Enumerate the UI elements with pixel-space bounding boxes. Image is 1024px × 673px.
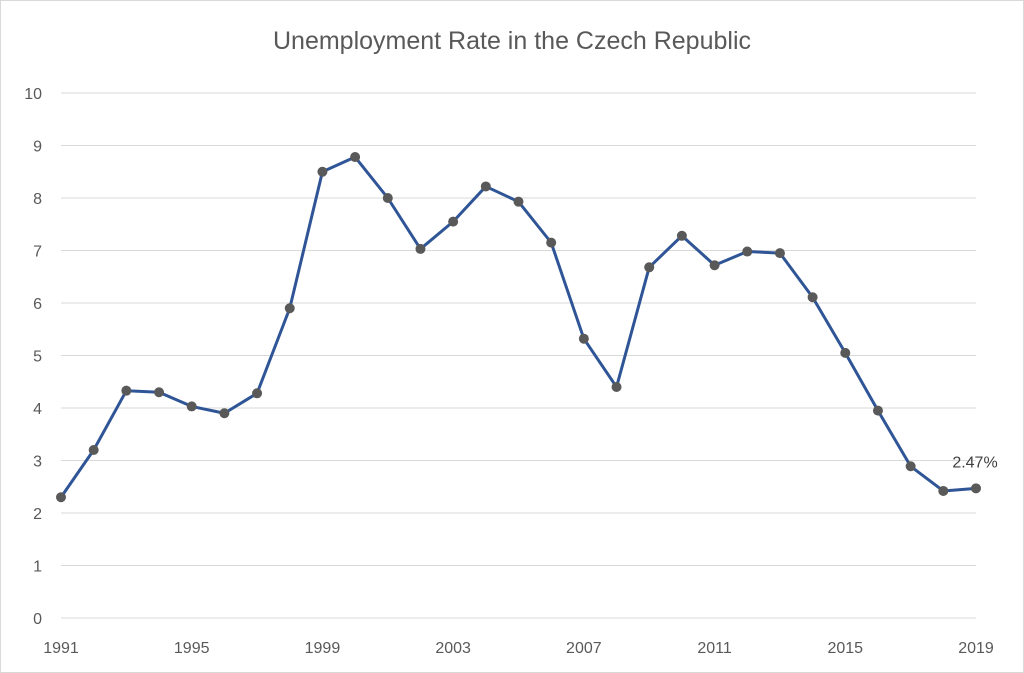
y-tick-label: 10 (24, 86, 42, 103)
data-point (88, 445, 99, 455)
data-point (317, 166, 328, 177)
y-tick-label: 3 (33, 454, 42, 471)
chart-title: Unemployment Rate in the Czech Republic (272, 27, 751, 55)
data-point (611, 382, 622, 392)
y-tick-label: 9 (33, 139, 42, 156)
y-axis-tick-labels: 0 1 2 3 4 5 6 7 8 9 10 (24, 86, 42, 628)
data-point (448, 216, 459, 227)
x-tick-label: 2019 (958, 640, 994, 657)
data-point (676, 230, 687, 241)
data-point (219, 408, 230, 419)
data-point (905, 461, 916, 472)
series-layer (56, 152, 981, 503)
x-tick-label: 2007 (566, 640, 602, 657)
y-tick-label: 4 (33, 401, 42, 418)
data-point (578, 333, 589, 344)
data-point (154, 387, 165, 398)
data-point (284, 303, 295, 314)
gridlines (61, 92, 976, 619)
data-point (807, 292, 818, 303)
data-point (971, 483, 981, 494)
data-point (480, 181, 491, 192)
data-point (252, 388, 263, 399)
y-tick-label: 2 (33, 506, 42, 523)
y-tick-label: 6 (33, 296, 42, 313)
x-tick-label: 2015 (827, 640, 863, 657)
x-tick-label: 1999 (305, 640, 341, 657)
data-point (644, 262, 655, 273)
data-point (382, 193, 393, 203)
series-line (59, 155, 977, 499)
y-tick-label: 1 (33, 559, 42, 576)
data-point (513, 196, 524, 207)
x-axis-tick-labels: 1991 1995 1999 2003 2007 2011 2015 2019 (43, 640, 994, 657)
y-tick-label: 8 (33, 191, 42, 208)
data-point (742, 246, 753, 257)
data-point (709, 260, 720, 271)
data-point (121, 385, 132, 396)
data-label-2019: 2.47% (952, 454, 997, 471)
data-point (774, 248, 785, 259)
data-point (415, 243, 426, 254)
data-point (938, 485, 949, 496)
y-tick-label: 0 (33, 611, 42, 628)
data-point (840, 347, 851, 358)
y-tick-label: 5 (33, 349, 42, 366)
y-tick-label: 7 (33, 244, 42, 261)
annotations: 2.47% (952, 454, 997, 471)
data-point (56, 492, 66, 503)
x-tick-label: 1995 (174, 640, 210, 657)
x-tick-label: 2003 (435, 640, 471, 657)
x-tick-label: 1991 (43, 640, 79, 657)
data-point (350, 152, 361, 163)
data-point (872, 405, 883, 416)
x-tick-label: 2011 (697, 640, 732, 657)
data-point (546, 237, 557, 248)
data-point (186, 401, 197, 412)
